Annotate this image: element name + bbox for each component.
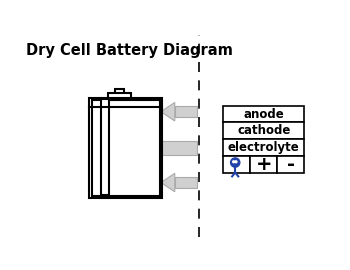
Bar [121,141,197,155]
Bar [92,100,160,196]
Polygon shape [161,103,175,121]
Text: anode: anode [243,107,284,120]
Circle shape [233,161,234,163]
Bar [101,99,108,195]
Polygon shape [161,173,175,192]
Text: -: - [287,155,295,174]
Text: +: + [256,155,272,174]
Bar [223,123,304,139]
Bar [115,89,124,98]
Bar [108,93,131,98]
Bar [223,156,250,173]
Bar [175,177,197,188]
Text: cathode: cathode [237,124,290,137]
Circle shape [231,158,240,167]
Text: Dry Cell Battery Diagram: Dry Cell Battery Diagram [26,43,233,58]
Circle shape [235,161,237,163]
Bar [175,106,197,117]
Bar [89,98,162,198]
Bar [223,139,304,156]
Bar [250,156,277,173]
Bar [223,106,304,123]
Bar [277,156,304,173]
Text: electrolyte: electrolyte [228,141,300,154]
Polygon shape [104,136,121,160]
